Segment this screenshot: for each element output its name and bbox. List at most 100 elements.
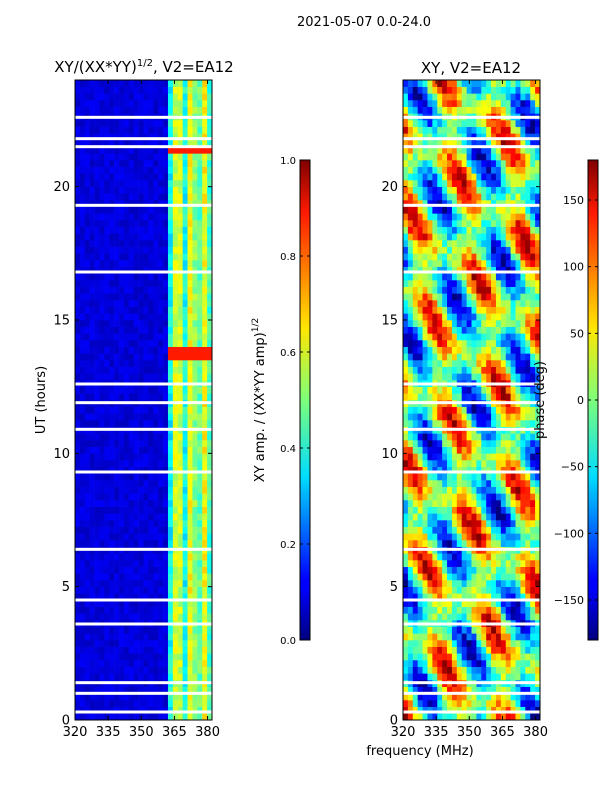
heatmap-cell — [456, 333, 463, 341]
heatmap-cell — [456, 600, 463, 607]
heatmap-cell — [79, 240, 86, 247]
heatmap-cell — [109, 326, 115, 334]
heatmap-cell — [84, 573, 90, 581]
heatmap-cell — [75, 353, 81, 361]
heatmap-cell — [403, 500, 409, 507]
heatmap-cell — [495, 273, 502, 281]
heatmap-cell — [143, 286, 149, 294]
heatmap-cell — [481, 560, 487, 567]
heatmap-cell — [525, 473, 531, 481]
heatmap-cell — [495, 213, 502, 221]
heatmap-cell — [202, 513, 208, 521]
heatmap-cell — [447, 660, 453, 667]
heatmap-cell — [114, 373, 120, 381]
heatmap-cell — [197, 413, 203, 421]
heatmap-cell — [491, 713, 497, 721]
heatmap-cell — [466, 313, 472, 321]
heatmap-cell — [437, 413, 443, 421]
heatmap-cell — [432, 493, 438, 501]
heatmap-cell — [99, 560, 105, 567]
heatmap-cell — [197, 320, 203, 327]
heatmap-cell — [104, 393, 110, 401]
heatmap-cell — [505, 580, 511, 587]
heatmap-cell — [114, 573, 120, 581]
heatmap-cell — [515, 480, 521, 487]
heatmap-cell — [447, 500, 453, 507]
heatmap-cell — [471, 306, 477, 314]
heatmap-cell — [119, 286, 125, 294]
heatmap-cell — [123, 280, 130, 287]
heatmap-cell — [510, 600, 516, 607]
heatmap-cell — [447, 533, 453, 541]
heatmap-cell — [187, 686, 193, 694]
heatmap-cell — [119, 306, 125, 314]
heatmap-cell — [525, 633, 531, 641]
heatmap-cell — [94, 613, 100, 621]
heatmap-cell — [535, 593, 541, 601]
heatmap-cell — [167, 446, 174, 454]
heatmap-cell — [202, 286, 208, 294]
heatmap-cell — [417, 220, 423, 227]
heatmap-cell — [143, 586, 149, 594]
heatmap-cell — [177, 353, 183, 361]
heatmap-cell — [109, 513, 115, 521]
heatmap-cell — [177, 320, 183, 327]
heatmap-cell — [451, 693, 458, 701]
heatmap-cell — [172, 126, 179, 134]
heatmap-cell — [84, 333, 90, 341]
heatmap-cell — [535, 226, 541, 234]
heatmap-cell — [476, 553, 482, 561]
heatmap-cell — [486, 593, 492, 601]
heatmap-cell — [495, 653, 502, 661]
heatmap-cell — [128, 653, 135, 661]
heatmap-cell — [84, 173, 90, 181]
heatmap-cell — [525, 206, 531, 214]
heatmap-cell — [427, 613, 433, 621]
heatmap-cell — [192, 713, 198, 721]
heatmap-cell — [79, 173, 86, 181]
heatmap-cell — [471, 266, 477, 274]
heatmap-cell — [79, 640, 86, 647]
heatmap-cell — [123, 533, 130, 541]
heatmap-cell — [461, 313, 467, 321]
heatmap-cell — [486, 440, 492, 447]
heatmap-cell — [182, 533, 188, 541]
heatmap-cell — [99, 453, 105, 461]
heatmap-cell — [486, 280, 492, 287]
heatmap-cell — [525, 353, 531, 361]
heatmap-cell — [158, 666, 164, 674]
heatmap-cell — [119, 300, 125, 307]
heatmap-cell — [476, 446, 482, 454]
heatmap-cell — [192, 526, 198, 534]
heatmap-cell — [451, 706, 458, 714]
heatmap-cell — [167, 200, 174, 207]
heatmap-cell — [158, 366, 164, 374]
heatmap-cell — [123, 180, 130, 187]
heatmap-cell — [128, 453, 135, 461]
heatmap-cell — [79, 93, 86, 101]
heatmap-cell — [182, 393, 188, 401]
heatmap-cell — [119, 500, 125, 507]
heatmap-cell — [535, 566, 541, 574]
heatmap-cell — [417, 213, 423, 221]
heatmap-cell — [89, 600, 95, 607]
heatmap-cell — [187, 333, 193, 341]
heatmap-cell — [412, 693, 418, 701]
heatmap-cell — [466, 253, 472, 261]
heatmap-cell — [525, 520, 531, 527]
heatmap-cell — [530, 520, 536, 527]
heatmap-cell — [138, 613, 144, 621]
heatmap-cell — [407, 313, 414, 321]
heatmap-cell — [128, 213, 135, 221]
heatmap-cell — [437, 600, 443, 607]
heatmap-cell — [525, 693, 531, 701]
heatmap-cell — [163, 553, 169, 561]
heatmap-cell — [417, 500, 423, 507]
heatmap-cell — [530, 553, 536, 561]
heatmap-cell — [177, 120, 183, 127]
heatmap-cell — [158, 526, 164, 534]
heatmap-cell — [94, 240, 100, 247]
heatmap-cell — [167, 86, 174, 94]
heatmap-cell — [172, 340, 179, 347]
heatmap-cell — [412, 633, 418, 641]
